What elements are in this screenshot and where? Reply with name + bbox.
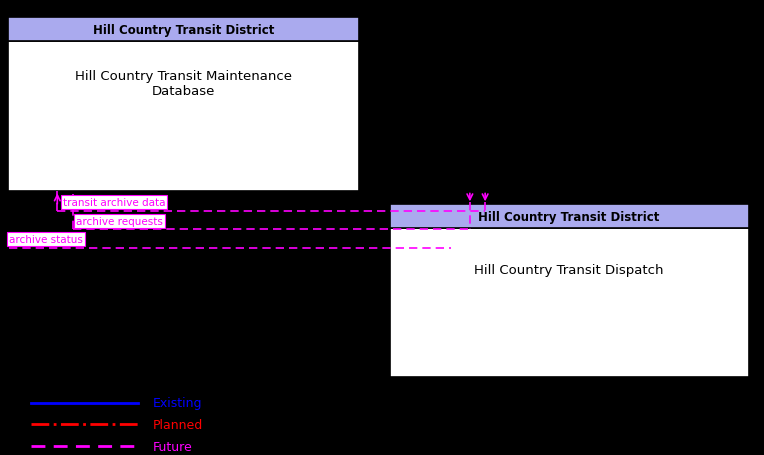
Bar — [8, 18, 359, 42]
Text: Planned: Planned — [153, 418, 203, 431]
Text: Hill Country Transit Maintenance
Database: Hill Country Transit Maintenance Databas… — [75, 70, 292, 98]
Bar — [390, 228, 749, 378]
Text: Future: Future — [153, 440, 193, 453]
Text: transit archive data: transit archive data — [63, 198, 165, 208]
Text: archive requests: archive requests — [76, 216, 163, 226]
Bar — [8, 42, 359, 191]
Text: Existing: Existing — [153, 396, 202, 409]
Text: Hill Country Transit District: Hill Country Transit District — [92, 24, 274, 36]
Text: Hill Country Transit Dispatch: Hill Country Transit Dispatch — [474, 264, 664, 277]
Text: Hill Country Transit District: Hill Country Transit District — [478, 210, 660, 223]
Bar — [390, 205, 749, 228]
Text: archive status: archive status — [9, 234, 83, 244]
